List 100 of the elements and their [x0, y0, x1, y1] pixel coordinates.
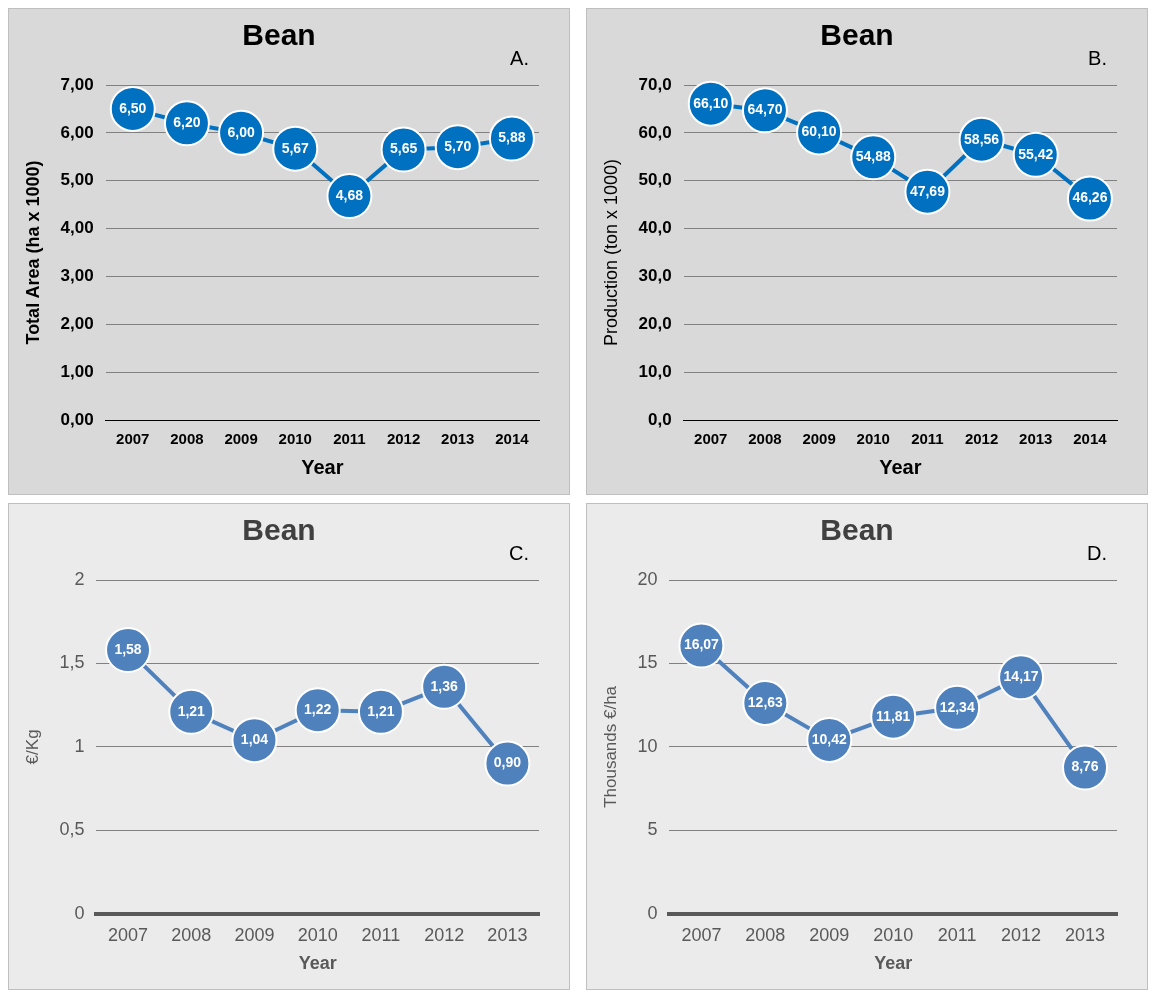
data-label: 12,63	[747, 693, 784, 710]
data-label: 55,42	[1018, 145, 1054, 162]
x-tick-label: 2009	[809, 924, 850, 945]
x-axis-title: Year	[298, 953, 337, 974]
chart-title: Bean	[820, 18, 894, 52]
data-label: 47,69	[909, 182, 946, 199]
x-tick-label: 2008	[170, 430, 204, 448]
data-label: 6,00	[227, 123, 255, 140]
y-tick-label: 70,0	[638, 74, 672, 94]
y-tick-label: 0,00	[60, 409, 94, 429]
x-axis-title: Year	[879, 455, 922, 478]
x-tick-label: 2013	[1065, 924, 1106, 945]
y-axis-title: Total Area (ha x 1000)	[22, 160, 43, 345]
y-tick-label: 30,0	[638, 266, 672, 286]
x-tick-label: 2008	[748, 430, 782, 448]
x-tick-label: 2010	[856, 430, 890, 448]
y-tick-label: 5	[647, 819, 658, 840]
data-label: 1,22	[304, 701, 332, 718]
y-tick-label: 2	[74, 568, 85, 589]
data-label: 10,42	[811, 730, 847, 747]
data-label: 6,20	[173, 114, 201, 131]
x-tick-label: 2009	[234, 924, 275, 945]
y-tick-label: 15	[637, 652, 658, 673]
x-tick-label: 2010	[278, 430, 312, 448]
x-tick-label: 2012	[1001, 924, 1042, 945]
data-label: 11,81	[876, 707, 911, 724]
x-tick-label: 2014	[495, 430, 530, 448]
data-label: 8,76	[1071, 758, 1099, 775]
x-tick-label: 2009	[224, 430, 258, 448]
y-tick-label: 5,00	[60, 170, 94, 190]
x-tick-label: 2011	[333, 430, 366, 448]
y-axis-title: €/Kg	[22, 729, 42, 765]
y-tick-label: 50,0	[638, 170, 672, 190]
data-label: 5,88	[498, 129, 526, 146]
x-tick-label: 2008	[171, 924, 212, 945]
chart-title: Bean	[242, 513, 316, 547]
data-label: 1,58	[114, 640, 142, 657]
x-tick-label: 2011	[911, 430, 944, 448]
data-label: 12,34	[939, 698, 975, 715]
y-tick-label: 40,0	[638, 218, 672, 238]
data-label: 66,10	[693, 94, 729, 111]
data-label: 60,10	[801, 123, 837, 140]
x-tick-label: 2014	[1073, 430, 1108, 448]
data-label: 4,68	[335, 186, 364, 203]
data-label: 54,88	[855, 148, 891, 165]
x-tick-label: 2013	[1019, 430, 1053, 448]
data-label: 1,21	[177, 702, 206, 719]
data-label: 6,50	[119, 99, 147, 116]
chart-title: Bean	[242, 18, 316, 52]
data-label: 46,26	[1072, 189, 1108, 206]
x-tick-label: 2009	[802, 430, 836, 448]
y-tick-label: 60,0	[638, 122, 672, 142]
x-tick-label: 2012	[424, 924, 465, 945]
data-label: 0,90	[493, 754, 522, 771]
y-tick-label: 1	[74, 735, 85, 756]
y-tick-label: 20	[637, 568, 658, 589]
data-label: 64,70	[747, 101, 783, 118]
y-tick-label: 1,5	[59, 652, 85, 673]
y-tick-label: 6,00	[60, 122, 94, 142]
y-axis-title: Thousands €/ha	[600, 685, 620, 808]
x-tick-label: 2012	[964, 430, 999, 448]
y-tick-label: 10	[637, 735, 658, 756]
data-label: 1,04	[240, 731, 269, 748]
y-tick-label: 0,0	[648, 409, 672, 429]
data-label: 58,56	[964, 130, 1000, 147]
data-label: 5,70	[444, 138, 472, 155]
y-tick-label: 3,00	[60, 266, 94, 286]
y-tick-label: 2,00	[60, 313, 94, 333]
x-tick-label: 2011	[937, 924, 977, 945]
x-tick-label: 2010	[873, 924, 914, 945]
chart-title: Bean	[820, 513, 894, 547]
y-tick-label: 0	[647, 902, 658, 923]
x-axis-title: Year	[874, 953, 913, 974]
text: A.	[510, 46, 529, 69]
y-tick-label: 10,0	[638, 361, 672, 381]
data-label: 16,07	[683, 636, 720, 653]
x-tick-label: 2011	[361, 924, 401, 945]
x-axis-title: Year	[301, 455, 344, 478]
y-axis-title: Production (ton x 1000)	[600, 158, 621, 347]
x-tick-label: 2013	[487, 924, 528, 945]
x-tick-label: 2010	[297, 924, 338, 945]
data-label: 1,36	[430, 677, 458, 694]
x-tick-label: 2012	[386, 430, 421, 448]
data-label: 5,65	[389, 140, 418, 157]
data-label: 14,17	[1003, 668, 1039, 685]
x-tick-label: 2013	[441, 430, 475, 448]
y-tick-label: 7,00	[60, 74, 94, 94]
y-tick-label: 20,0	[638, 313, 672, 333]
y-tick-label: 1,00	[60, 361, 94, 381]
text: C.	[509, 541, 529, 564]
y-tick-label: 0	[74, 902, 85, 923]
y-tick-label: 0,5	[59, 819, 85, 840]
x-tick-label: 2007	[681, 924, 722, 945]
x-tick-label: 2007	[694, 430, 728, 448]
y-tick-label: 4,00	[60, 218, 94, 238]
text: B.	[1088, 46, 1107, 69]
x-tick-label: 2008	[745, 924, 786, 945]
x-tick-label: 2007	[108, 924, 149, 945]
x-tick-label: 2007	[116, 430, 150, 448]
text: D.	[1087, 541, 1107, 564]
